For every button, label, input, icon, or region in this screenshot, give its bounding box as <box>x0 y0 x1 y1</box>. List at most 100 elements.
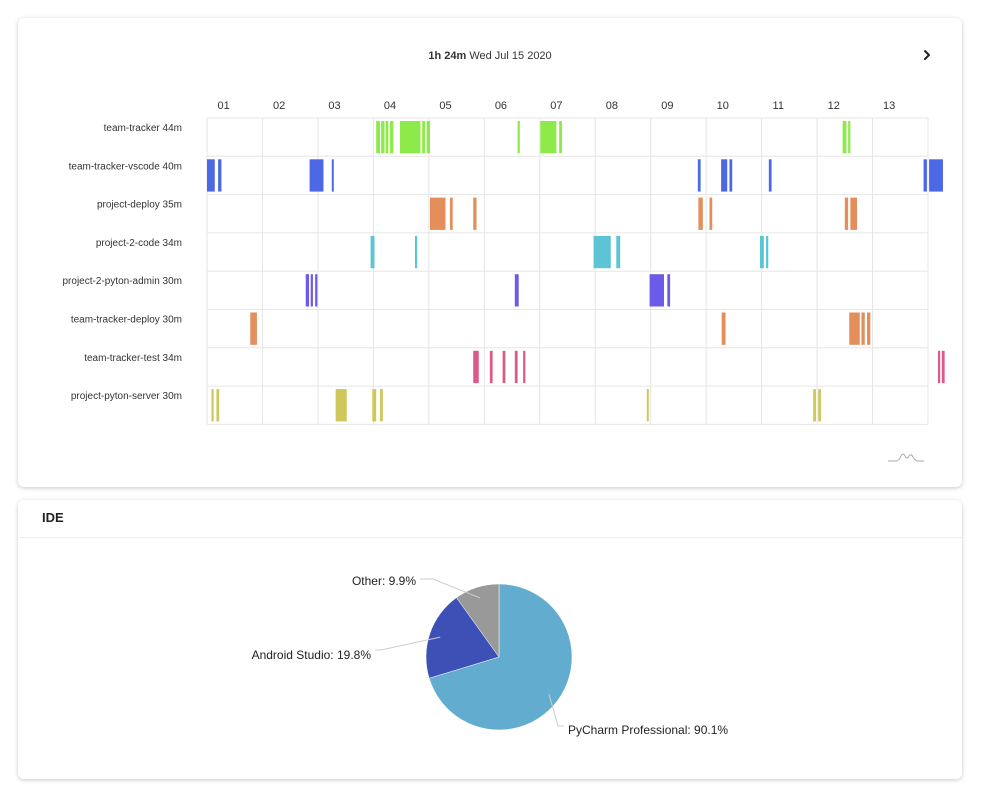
activity-bar <box>514 350 518 384</box>
activity-bar <box>759 235 764 269</box>
hour-tick-label: 04 <box>384 100 396 112</box>
activity-bar <box>305 274 310 307</box>
activity-bar <box>698 197 703 230</box>
pie-slice <box>425 597 500 679</box>
activity-bar <box>331 159 334 192</box>
chevron-right-icon <box>924 50 930 60</box>
hour-tick-label: 13 <box>883 100 895 112</box>
activity-bar <box>335 389 347 422</box>
hour-tick-label: 03 <box>328 100 340 112</box>
activity-bar <box>523 350 526 384</box>
row-label: project-pyton-server 30m <box>71 391 182 402</box>
total-duration: 1h 24m <box>428 50 467 62</box>
activity-bar <box>768 159 772 192</box>
activity-bar <box>473 350 479 384</box>
activity-bar <box>848 121 851 154</box>
activity-bar <box>929 159 943 192</box>
hour-tick-label: 07 <box>550 100 562 112</box>
hour-tick-label: 01 <box>218 100 230 112</box>
activity-bar <box>766 235 769 269</box>
activity-bar <box>649 274 665 307</box>
activity-bar <box>414 235 418 269</box>
pie-slice-label: Other: 9.9% <box>352 574 416 588</box>
activity-bar <box>729 159 733 192</box>
hour-tick-label: 05 <box>439 100 451 112</box>
hour-tick-label: 11 <box>773 100 784 112</box>
activity-bar <box>593 235 611 269</box>
activity-bar <box>844 197 849 230</box>
ide-title: IDE <box>42 510 64 525</box>
activity-bar <box>216 389 220 422</box>
pie-label-line <box>375 636 441 651</box>
activity-bar <box>207 159 215 192</box>
activity-bar <box>400 121 421 154</box>
activity-bar <box>250 312 257 345</box>
activity-bar <box>211 389 214 422</box>
activity-bar <box>721 312 726 345</box>
hour-tick-label: 08 <box>606 100 618 112</box>
ide-pie-chart: PyCharm Professional: 90.1% Android Studi… <box>252 574 729 737</box>
activity-bar <box>218 159 222 192</box>
activity-bar <box>315 274 318 307</box>
activity-bar <box>372 389 377 422</box>
activity-bar <box>473 197 477 230</box>
row-label: team-tracker-deploy 30m <box>71 315 182 326</box>
activity-bar <box>818 389 821 422</box>
activity-bar <box>616 235 621 269</box>
activity-bar <box>709 197 713 230</box>
activity-bar <box>422 121 425 154</box>
hour-tick-label: 09 <box>661 100 673 112</box>
activity-bar <box>849 312 860 345</box>
activity-bar <box>449 197 453 230</box>
activity-bar <box>721 159 728 192</box>
pie-slice <box>428 583 573 731</box>
date-label: Wed Jul 15 2020 <box>469 50 552 62</box>
sparkline-icon[interactable] <box>886 448 926 464</box>
hour-tick-label: 12 <box>828 100 840 112</box>
pie-slice <box>456 583 500 658</box>
activity-bar <box>385 121 389 154</box>
activity-bar <box>489 350 493 384</box>
row-label: project-2-pyton-admin 30m <box>63 276 183 287</box>
pie-label-line <box>548 693 564 727</box>
activity-bar <box>667 274 671 307</box>
activity-bar <box>559 121 562 154</box>
activity-bar <box>514 274 519 307</box>
activity-bar <box>850 197 858 230</box>
activity-bar <box>517 121 520 154</box>
activity-bar <box>426 121 430 154</box>
row-label: team-tracker-vscode 40m <box>69 161 182 172</box>
row-label: team-tracker 44m <box>104 123 182 134</box>
activity-bar <box>540 121 557 154</box>
activity-bar <box>381 121 385 154</box>
date-header: 1h 24m Wed Jul 15 2020 <box>18 50 962 62</box>
ide-card: IDE PyCharm Professional: 90.1% Android S… <box>18 500 962 779</box>
activity-bar <box>923 159 927 192</box>
pie-slice-label: Android Studio: 19.8% <box>252 648 372 662</box>
timeline-chart: 01 02 03 04 05 06 07 08 09 10 11 12 13 team-tracker 4… <box>63 100 945 425</box>
activity-bar <box>380 389 383 422</box>
activity-bar <box>646 389 649 422</box>
hour-tick-label: 06 <box>495 100 507 112</box>
activity-bar <box>813 389 816 422</box>
timeline-card: 1h 24m Wed Jul 15 2020 01 02 03 04 05 06 07 08 0… <box>18 18 962 487</box>
activity-bar <box>866 312 871 345</box>
pie-slice-label: PyCharm Professional: 90.1% <box>568 723 728 737</box>
activity-bar <box>429 197 446 230</box>
activity-bar <box>370 235 375 269</box>
next-day-button[interactable] <box>922 48 932 65</box>
activity-bar <box>941 350 945 384</box>
hour-tick-label: 02 <box>273 100 285 112</box>
activity-bar <box>309 159 324 192</box>
activity-bar <box>842 121 847 154</box>
row-label: project-deploy 35m <box>97 200 182 211</box>
activity-bar <box>310 274 313 307</box>
activity-bar <box>697 159 701 192</box>
ide-divider <box>18 537 962 538</box>
pie-label-line <box>420 578 481 599</box>
row-label: team-tracker-test 34m <box>84 353 182 364</box>
activity-bar <box>376 121 381 154</box>
activity-bar <box>390 121 394 154</box>
row-label: project-2-code 34m <box>96 238 182 249</box>
activity-bar <box>937 350 941 384</box>
